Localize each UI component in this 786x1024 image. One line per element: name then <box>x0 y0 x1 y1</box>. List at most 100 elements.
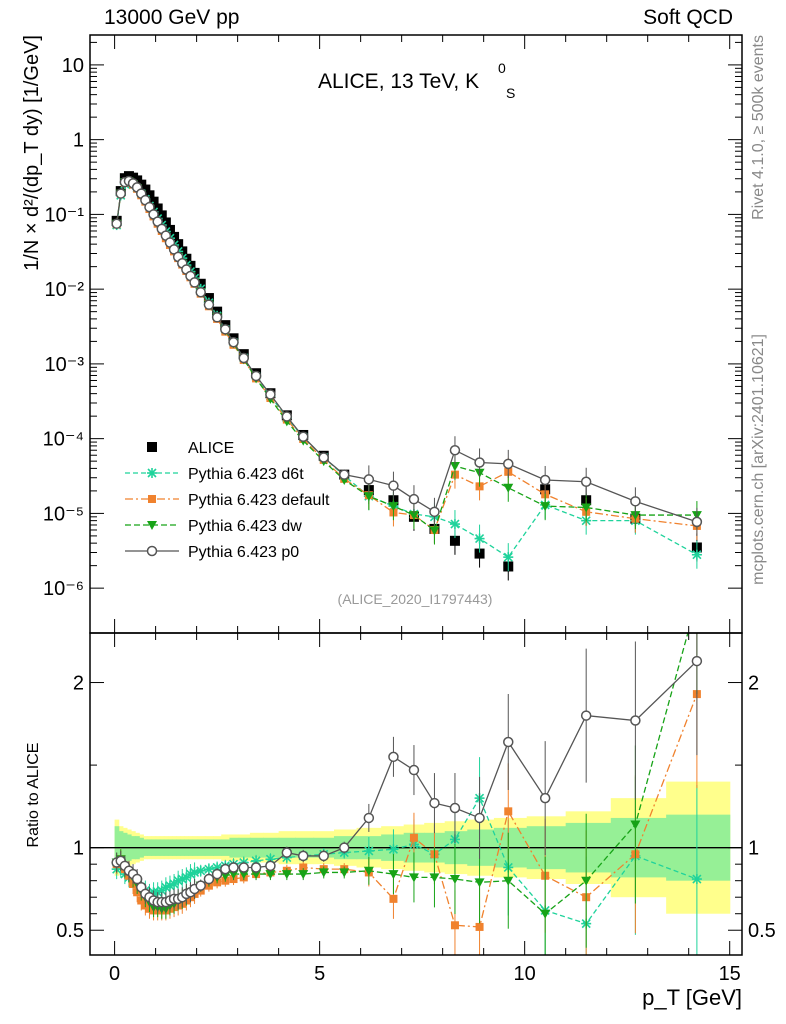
y-tick-label: 1 <box>73 130 84 152</box>
marker-square <box>474 548 485 559</box>
marker-triangle <box>339 868 350 878</box>
x-tick-label: 0 <box>109 963 120 985</box>
marker-square <box>160 217 171 228</box>
marker-star <box>204 864 214 874</box>
marker-circle <box>474 457 485 468</box>
marker-circle <box>250 370 262 382</box>
marker-square-small <box>409 833 418 842</box>
marker-circle <box>429 506 440 518</box>
chart-title: ALICE, 13 TeV, K <box>318 70 479 93</box>
x-tick-label: 10 <box>514 963 536 985</box>
marker-square <box>140 184 151 195</box>
legend-label: Pythia 6.423 p0 <box>188 544 299 561</box>
marker-square <box>164 224 175 235</box>
x-tick-label: 5 <box>314 963 325 985</box>
ratio-series-2 <box>111 596 702 955</box>
marker-triangle <box>692 596 702 605</box>
y-tick-label: 10⁻⁵ <box>43 503 84 525</box>
marker-square-small <box>299 863 308 872</box>
legend-entry-3 <box>125 521 179 530</box>
marker-circle <box>238 862 250 873</box>
marker-triangle <box>449 462 460 472</box>
marker-star <box>196 866 206 876</box>
marker-triangle <box>540 909 551 919</box>
marker-circle <box>281 847 293 858</box>
marker-circle <box>281 411 293 422</box>
marker-circle <box>363 812 375 824</box>
marker-circle <box>449 802 461 814</box>
legend-label: Pythia 6.423 dw <box>188 518 302 535</box>
main-series <box>111 171 703 581</box>
marker-star <box>692 550 702 560</box>
marker-triangle <box>265 870 276 880</box>
marker-circle <box>318 452 329 463</box>
marker-circle <box>388 480 399 491</box>
series-3 <box>111 177 702 545</box>
header-left: 13000 GeV pp <box>104 6 240 29</box>
marker-circle <box>146 545 158 557</box>
marker-triangle <box>503 876 514 886</box>
marker-square <box>173 239 184 250</box>
marker-square-small <box>504 807 513 816</box>
y-tick-label: 10⁻⁴ <box>43 429 84 451</box>
ratio-frame <box>89 632 743 956</box>
marker-circle <box>691 655 703 667</box>
legend-entry-2 <box>125 495 179 503</box>
marker-triangle <box>388 502 399 512</box>
marker-circle <box>189 277 200 288</box>
marker-star <box>450 519 460 529</box>
marker-circle <box>388 751 399 763</box>
marker-triangle <box>147 521 157 530</box>
marker-triangle <box>363 866 374 876</box>
marker-circle <box>338 469 350 480</box>
marker-circle <box>363 474 375 485</box>
marker-star <box>474 534 485 544</box>
marker-circle <box>691 516 703 528</box>
marker-triangle <box>228 870 239 880</box>
ratio-series <box>111 596 703 955</box>
marker-triangle <box>503 483 514 493</box>
marker-star <box>692 874 702 884</box>
marker-triangle <box>408 873 419 883</box>
marker-triangle <box>429 873 440 883</box>
marker-triangle <box>630 820 641 830</box>
marker-star <box>503 552 513 562</box>
marker-triangle <box>298 870 309 880</box>
legend-label: Pythia 6.423 default <box>188 492 330 509</box>
marker-square <box>169 231 180 242</box>
marker-triangle <box>318 868 329 878</box>
marker-triangle <box>363 492 374 502</box>
marker-square <box>148 196 159 207</box>
legend-entry-0 <box>147 442 157 452</box>
marker-circle <box>115 188 127 199</box>
y-tick-label: 10⁻³ <box>45 354 85 376</box>
marker-triangle <box>540 502 551 512</box>
marker-circle <box>474 812 485 824</box>
marker-triangle <box>581 503 592 513</box>
marker-circle <box>503 458 514 470</box>
marker-triangle <box>388 870 399 880</box>
marker-star <box>388 844 399 854</box>
ratio-y-tick-label-left: 1 <box>73 838 84 860</box>
legend-entry-4 <box>125 545 179 557</box>
side-label-bottom: mcplots.cern.ch [arXiv:2401.10621] <box>750 334 767 585</box>
legend-label: ALICE <box>188 440 234 457</box>
ratio-series-3 <box>111 633 703 913</box>
marker-circle <box>539 792 551 804</box>
marker-triangle <box>238 870 249 880</box>
legend-label: Pythia 6.423 d6t <box>188 466 304 483</box>
marker-circle <box>408 764 420 776</box>
marker-circle <box>195 286 206 298</box>
marker-circle <box>265 389 276 400</box>
ratio-series-1 <box>112 633 701 955</box>
marker-circle <box>111 218 122 229</box>
side-label-top: Rivet 4.1.0, ≥ 500k events <box>750 35 767 220</box>
marker-square <box>147 442 157 452</box>
series-4 <box>111 175 703 536</box>
marker-square <box>195 278 206 289</box>
marker-square-small <box>450 921 459 930</box>
marker-triangle <box>429 526 440 536</box>
marker-triangle <box>474 878 485 888</box>
ratio-y-tick-label-left: 2 <box>73 673 84 695</box>
